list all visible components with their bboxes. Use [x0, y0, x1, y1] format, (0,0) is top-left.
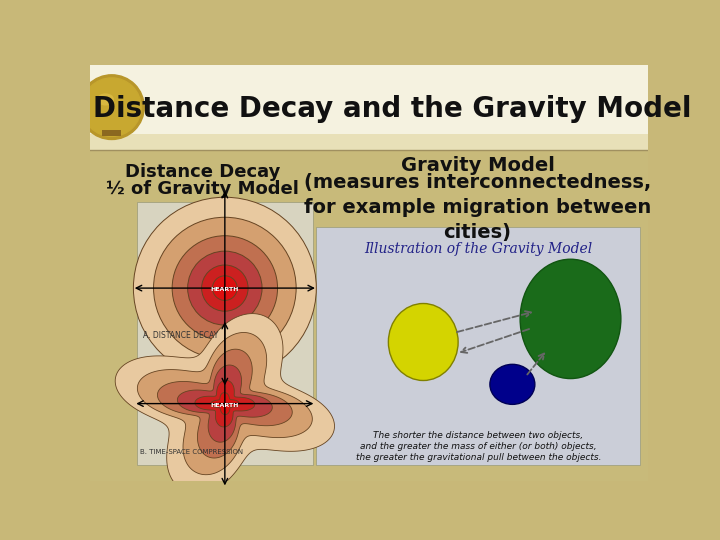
- Text: The shorter the distance between two objects,
and the greater the mass of either: The shorter the distance between two obj…: [356, 430, 601, 462]
- Bar: [90, 150, 648, 481]
- Text: Distance Decay: Distance Decay: [125, 164, 280, 181]
- Polygon shape: [211, 393, 239, 415]
- Circle shape: [212, 276, 238, 300]
- Circle shape: [153, 217, 296, 359]
- Text: Distance Decay and the Gravity Model: Distance Decay and the Gravity Model: [93, 96, 691, 124]
- Ellipse shape: [98, 94, 113, 105]
- Bar: [90, 134, 648, 150]
- Circle shape: [202, 265, 248, 311]
- Text: B. TIME-SPACE COMPRESSION: B. TIME-SPACE COMPRESSION: [140, 449, 243, 455]
- Polygon shape: [158, 349, 292, 458]
- Bar: [90, 65, 648, 150]
- Text: (measures interconnectedness,
for example migration between
cities): (measures interconnectedness, for exampl…: [304, 173, 651, 241]
- Polygon shape: [138, 333, 312, 475]
- Ellipse shape: [388, 303, 458, 381]
- Ellipse shape: [490, 364, 535, 404]
- Text: Illustration of the Gravity Model: Illustration of the Gravity Model: [364, 242, 593, 256]
- Ellipse shape: [520, 259, 621, 379]
- Bar: [102, 130, 121, 137]
- Polygon shape: [115, 314, 335, 494]
- Bar: [137, 202, 313, 465]
- Polygon shape: [195, 380, 255, 427]
- Text: A. DISTANCE DECAY: A. DISTANCE DECAY: [143, 331, 218, 340]
- Bar: [316, 226, 640, 465]
- Text: HEARTH: HEARTH: [211, 403, 239, 408]
- Text: HEARTH: HEARTH: [211, 287, 239, 292]
- Polygon shape: [177, 365, 272, 442]
- Circle shape: [79, 75, 144, 139]
- Circle shape: [82, 78, 141, 137]
- Text: ½ of Gravity Model: ½ of Gravity Model: [106, 180, 299, 198]
- Circle shape: [172, 236, 277, 340]
- Circle shape: [188, 251, 262, 325]
- Circle shape: [133, 197, 316, 379]
- Text: Gravity Model: Gravity Model: [400, 156, 554, 174]
